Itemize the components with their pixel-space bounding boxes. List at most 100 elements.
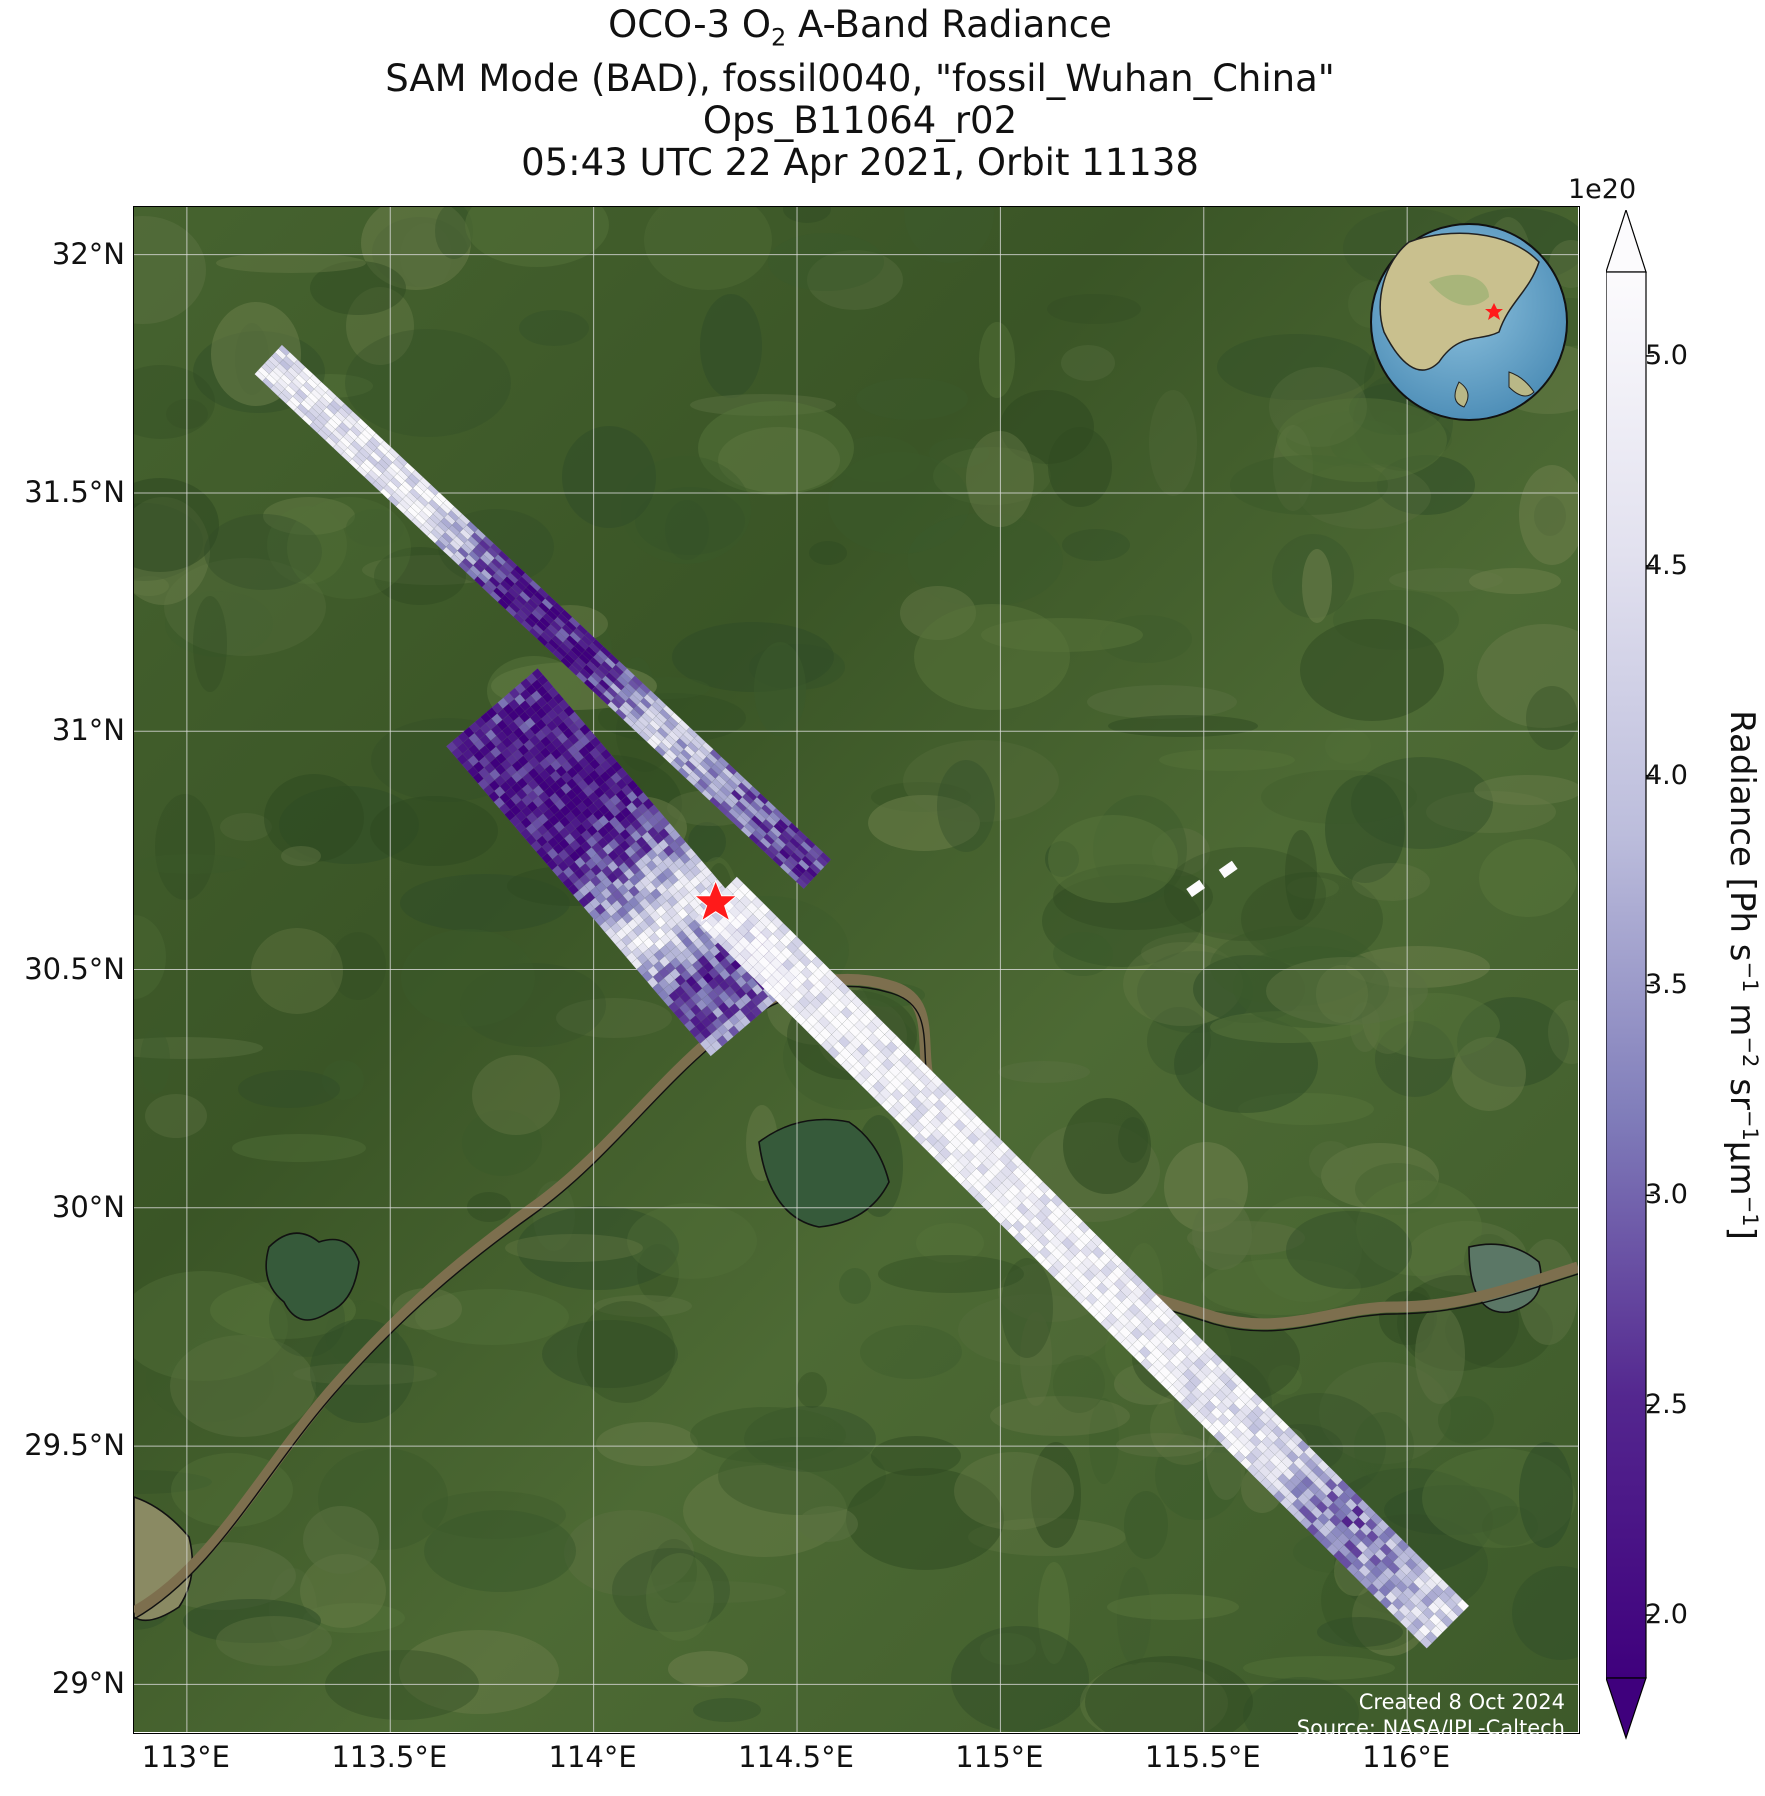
terrain-patch: [1286, 1211, 1412, 1289]
globe-land-detail: [1429, 274, 1489, 306]
lakes: [134, 1118, 1542, 1622]
terrain-patch: [310, 261, 406, 315]
terrain-patch: [564, 1510, 694, 1596]
terrain-patch: [903, 740, 1059, 822]
terrain-patch: [542, 1320, 678, 1388]
radiance-footprint: [1186, 879, 1206, 898]
terrain-patch: [1438, 1396, 1494, 1444]
colorbar-tick-label: 3.5: [1645, 969, 1688, 1001]
terrain-patch: [1042, 875, 1202, 967]
terrain-patch: [1300, 619, 1444, 721]
terrain-patch: [263, 497, 355, 535]
terrain-patch: [220, 813, 272, 841]
terrain-patch: [300, 1554, 386, 1628]
terrain-patch: [980, 1633, 1036, 1665]
terrain-patch: [1048, 815, 1178, 903]
terrain-patch: [1325, 728, 1371, 764]
terrain-patch: [435, 207, 473, 259]
lon-tick-label: 116°E: [1362, 1740, 1451, 1774]
terrain-patch: [1479, 839, 1577, 917]
terrain-patch: [134, 216, 206, 324]
terrain-patch: [140, 1028, 170, 1094]
title-line-2: SAM Mode (BAD), fossil0040, "fossil_Wuha…: [385, 57, 1335, 101]
terrain-patch: [1302, 549, 1332, 623]
terrain-patch: [646, 1553, 714, 1641]
colorbar-multiplier: 1e20: [1568, 174, 1637, 205]
lat-tick-label: 30.5°N: [24, 951, 125, 986]
terrain-patch: [1038, 1562, 1070, 1664]
terrain-patch: [293, 1363, 437, 1385]
terrain-patch: [1285, 830, 1317, 920]
title-line-3: Ops_B11064_r02: [702, 99, 1018, 143]
terrain-patch: [998, 1061, 1090, 1083]
terrain-patch: [1415, 1306, 1465, 1404]
terrain-patch: [1330, 420, 1402, 466]
terrain-patch: [1377, 455, 1475, 515]
terrain-patch: [904, 207, 994, 263]
terrain-patch: [1325, 775, 1405, 883]
globe-inset: [1370, 223, 1568, 421]
terrain-patch: [330, 932, 386, 1000]
terrain-patch: [860, 1325, 962, 1379]
terrain-patch: [216, 253, 366, 273]
globe-islands: [1454, 371, 1535, 408]
terrain-patch: [1261, 770, 1417, 824]
terrain-patch: [937, 760, 995, 852]
figure-title: OCO-3 O2 A-Band Radiance SAM Mode (BAD),…: [0, 4, 1720, 184]
colorbar-tick-label: 4.0: [1645, 759, 1688, 791]
terrain-patch: [264, 774, 364, 862]
terrain-patch: [1241, 872, 1383, 966]
terrain-patch: [325, 1650, 479, 1720]
terrain-patch: [644, 1581, 786, 1603]
terrain-patch: [1512, 1566, 1578, 1660]
terrain-patch: [1354, 1412, 1414, 1482]
terrain-patch: [134, 1037, 263, 1059]
colorbar: [1606, 210, 1654, 1740]
terrain-patch: [594, 1295, 692, 1317]
terrain-patch: [361, 207, 471, 290]
terrain-patch: [1230, 455, 1388, 515]
colorbar-tick-label: 4.5: [1645, 549, 1688, 581]
lake-liangzi: [758, 1118, 890, 1228]
lat-tick-label: 31.5°N: [24, 474, 125, 509]
terrain-patch: [303, 1506, 379, 1574]
terrain-patch: [281, 846, 321, 866]
lat-tick-label: 29.5°N: [24, 1428, 125, 1463]
terrain-patch: [688, 822, 726, 862]
terrain-patch: [1124, 1491, 1168, 1559]
terrain-patch: [134, 576, 169, 596]
terrain-patch: [1548, 1000, 1578, 1064]
terrain-patch: [798, 1506, 858, 1542]
colorbar-tick-label: 2.0: [1645, 1599, 1688, 1631]
terrain-patch: [768, 233, 884, 291]
terrain-patch: [1356, 1180, 1482, 1276]
terrain-patch: [834, 436, 920, 482]
terrain-patch: [1164, 847, 1326, 941]
terrain-patch: [1317, 1617, 1403, 1647]
terrain-patch: [134, 1470, 212, 1494]
terrain-patch: [1474, 775, 1578, 805]
radiance-footprint: [1218, 860, 1238, 879]
terrain-patch: [1266, 957, 1428, 1025]
terrain-patch: [392, 1288, 462, 1330]
terrain-patch: [1477, 624, 1578, 728]
terrain-patch: [951, 1626, 1089, 1732]
terrain-patch: [979, 322, 1015, 398]
terrain-patch: [807, 250, 903, 310]
terrain-patch: [1080, 1662, 1228, 1732]
terrain-patch: [232, 1134, 366, 1162]
terrain-patch: [1062, 529, 1130, 561]
terrain-patch: [216, 1616, 332, 1666]
terrain-patch: [519, 310, 589, 346]
lon-tick-label: 114.5°E: [738, 1740, 854, 1774]
terrain-patch: [345, 329, 511, 437]
terrain-patch: [183, 1599, 321, 1643]
terrain-patch: [251, 928, 343, 1014]
terrain-patch: [310, 1319, 414, 1423]
terrain-patch: [164, 558, 326, 656]
title-line-4: 05:43 UTC 22 Apr 2021, Orbit 11138: [521, 141, 1199, 185]
terrain-patch: [612, 1548, 730, 1632]
terrain-patch: [929, 438, 989, 468]
lat-tick-label: 29°N: [51, 1666, 125, 1701]
terrain-patch: [1108, 715, 1258, 737]
